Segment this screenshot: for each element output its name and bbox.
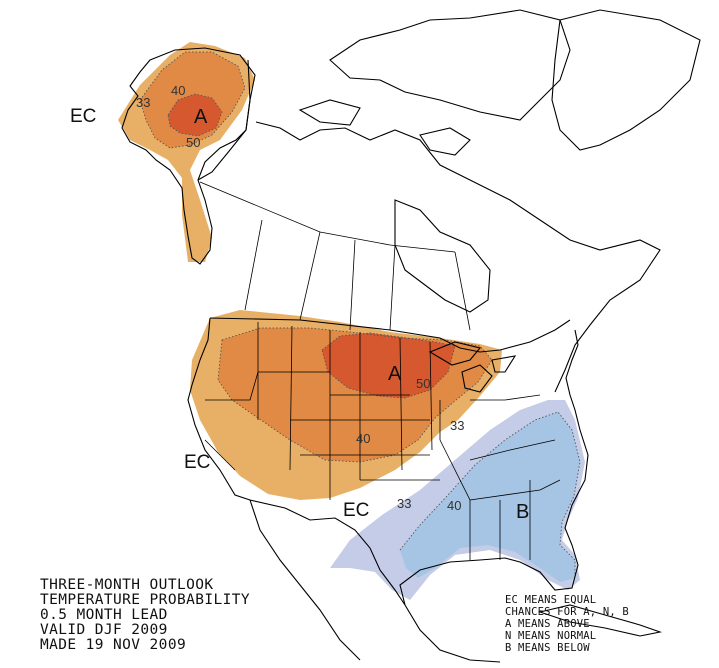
ak-33-label: 33 bbox=[136, 95, 150, 110]
legend-line-3: A MEANS ABOVE bbox=[505, 618, 590, 630]
greenland-outline bbox=[551, 9, 701, 151]
southeast-below-label: B bbox=[516, 501, 529, 523]
us-state-lines bbox=[204, 322, 561, 560]
hudson-bay bbox=[394, 199, 491, 313]
ec-alaska-label: EC bbox=[70, 106, 96, 127]
canada-arctic-coast bbox=[255, 121, 661, 393]
legend-line-5: B MEANS BELOW bbox=[505, 642, 590, 654]
ec-south-label: EC bbox=[343, 500, 369, 521]
us-east-coast bbox=[565, 329, 579, 396]
alaska-above-label: A bbox=[194, 106, 208, 128]
caption-line-2: TEMPERATURE PROBABILITY bbox=[40, 592, 250, 608]
se-contour-40 bbox=[399, 411, 581, 578]
se-40-label: 40 bbox=[447, 498, 461, 513]
caption-line-4: VALID DJF 2009 bbox=[40, 622, 168, 638]
alaska-canada-border bbox=[197, 59, 251, 181]
us-33-label: 33 bbox=[450, 418, 464, 433]
central-above-label: A bbox=[388, 363, 402, 385]
us-west-coast bbox=[187, 317, 251, 501]
caption-line-1: THREE-MONTH OUTLOOK bbox=[40, 577, 214, 593]
contour-labels: 33 40 50 50 40 33 33 40 bbox=[136, 83, 464, 513]
us-40-label: 40 bbox=[356, 431, 370, 446]
conus-contour-40 bbox=[217, 327, 493, 463]
caption-line-3: 0.5 MONTH LEAD bbox=[40, 607, 168, 623]
outlook-caption: THREE-MONTH OUTLOOK TEMPERATURE PROBABIL… bbox=[40, 578, 250, 653]
gulf-coast bbox=[399, 394, 589, 606]
alaska-above-50 bbox=[168, 94, 222, 136]
conus-contour-50 bbox=[321, 332, 456, 399]
us-mexico-border bbox=[249, 499, 406, 606]
alaska-outline bbox=[121, 47, 256, 265]
great-lakes bbox=[428, 341, 517, 393]
alaska-above-region bbox=[118, 42, 255, 262]
conus-above-50 bbox=[322, 333, 455, 398]
boundaries bbox=[121, 9, 701, 663]
us-50-label: 50 bbox=[416, 376, 430, 391]
ec-west-label: EC bbox=[184, 452, 210, 473]
ak-40-label: 40 bbox=[171, 83, 185, 98]
arctic-islands bbox=[298, 9, 571, 156]
cuba-outline bbox=[537, 604, 663, 637]
region-labels: A A B EC EC EC bbox=[70, 106, 529, 523]
ak-50-label: 50 bbox=[186, 135, 200, 150]
se-33-label: 33 bbox=[397, 496, 411, 511]
mexico-outline bbox=[249, 499, 501, 663]
legend-line-4: N MEANS NORMAL bbox=[505, 630, 597, 642]
canada-province-lines bbox=[199, 181, 471, 331]
contour-lines bbox=[139, 51, 581, 578]
legend-line-2: CHANCES FOR A, N, B bbox=[505, 606, 629, 618]
legend-text: EC MEANS EQUAL CHANCES FOR A, N, B A MEA… bbox=[505, 594, 629, 654]
ak-contour-40 bbox=[139, 51, 246, 149]
caption-line-5: MADE 19 NOV 2009 bbox=[40, 637, 187, 653]
us-canada-border bbox=[209, 317, 571, 353]
legend-line-1: EC MEANS EQUAL bbox=[505, 594, 597, 606]
